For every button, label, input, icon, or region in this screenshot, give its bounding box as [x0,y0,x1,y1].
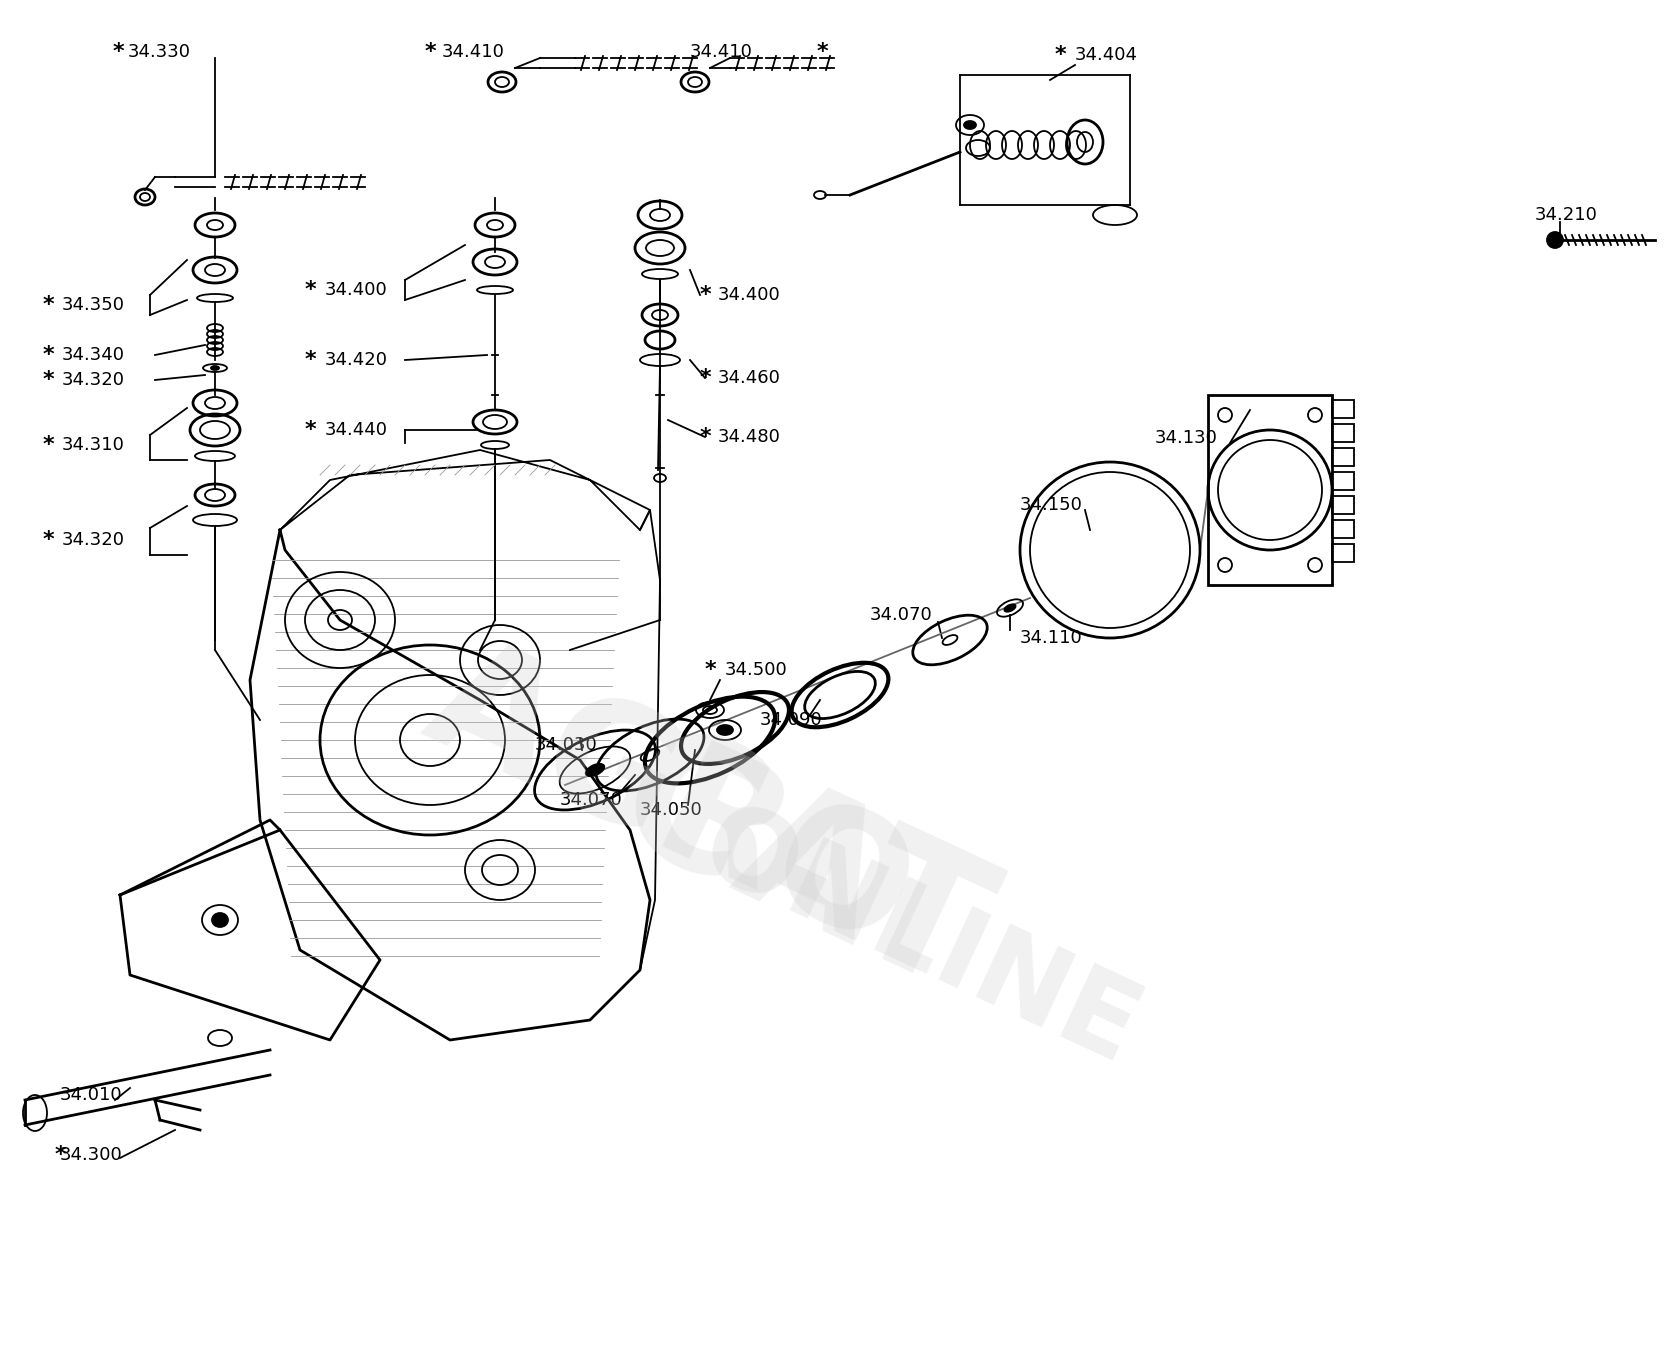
Text: 34.404: 34.404 [1075,47,1138,64]
Text: AGRO: AGRO [405,622,935,979]
Bar [1331,448,1353,465]
Text: 34.010: 34.010 [60,1086,123,1103]
Text: 34.340: 34.340 [62,346,124,364]
Text: *: * [304,350,316,370]
Text: 34.410: 34.410 [442,42,505,62]
Bar [1331,496,1353,513]
Ellipse shape [1546,231,1563,248]
Ellipse shape [1004,604,1016,612]
Text: *: * [304,420,316,439]
Text: 34.210: 34.210 [1535,205,1598,225]
Text: 34.050: 34.050 [640,801,704,819]
Text: 34.500: 34.500 [725,661,787,679]
Text: *: * [54,1144,65,1165]
Ellipse shape [586,764,604,776]
Text: 34.310: 34.310 [62,435,124,455]
Text: 34.480: 34.480 [719,428,781,446]
Text: 34.440: 34.440 [326,422,388,439]
Ellipse shape [212,913,228,927]
Text: *: * [425,42,437,62]
Text: 34.320: 34.320 [62,371,124,389]
Ellipse shape [964,120,975,129]
Text: *: * [698,368,710,387]
Text: 34.400: 34.400 [719,286,781,304]
Text: *: * [112,42,124,62]
Text: *: * [42,370,54,390]
Text: *: * [42,345,54,366]
Bar [1331,472,1353,490]
Text: *: * [698,285,710,305]
Bar [1331,520,1353,538]
Text: 34.400: 34.400 [326,281,388,298]
Text: *: * [42,435,54,455]
Text: *: * [704,660,715,680]
Text: CAT: CAT [589,709,1011,1031]
Ellipse shape [717,726,734,735]
Text: *: * [816,42,828,62]
Text: 34.460: 34.460 [719,370,781,387]
Text: 34.110: 34.110 [1021,628,1083,648]
Text: 34.070: 34.070 [561,791,623,809]
Bar [1331,424,1353,442]
Text: *: * [42,294,54,315]
Ellipse shape [212,366,218,370]
Bar [1331,400,1353,418]
Text: 34.070: 34.070 [870,606,934,624]
Text: *: * [698,427,710,448]
Text: ONLINE: ONLINE [685,793,1155,1087]
Text: 34.150: 34.150 [1021,496,1083,513]
Text: *: * [42,530,54,550]
Text: 34.420: 34.420 [326,350,388,370]
Text: 34.130: 34.130 [1155,428,1217,448]
Bar [1331,543,1353,563]
Bar [1207,396,1331,585]
Text: *: * [304,281,316,300]
Text: 34.030: 34.030 [536,737,598,754]
Text: 34.320: 34.320 [62,531,124,549]
Text: 34.410: 34.410 [690,42,752,62]
Text: 34.300: 34.300 [60,1146,123,1164]
Text: 34.330: 34.330 [128,42,191,62]
Text: 34.090: 34.090 [761,711,823,730]
Text: *: * [1054,45,1066,64]
Text: 34.350: 34.350 [62,296,124,314]
